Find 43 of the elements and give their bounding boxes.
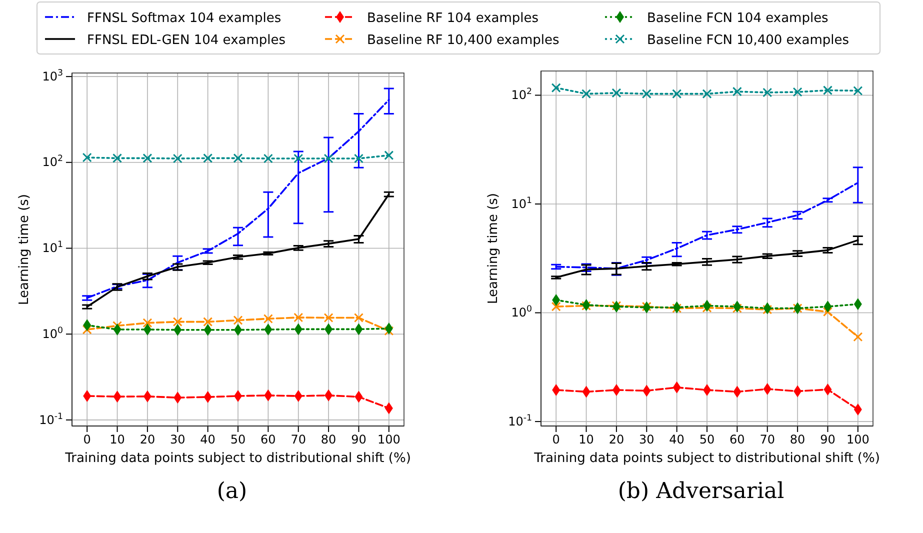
- x-tick-label: 20: [140, 432, 156, 447]
- y-axis-title: Learning time (s): [17, 194, 32, 305]
- x-tick-label: 80: [320, 432, 336, 447]
- x-axis-title: Training data points subject to distributional shift (%): [64, 451, 411, 466]
- y-tick-label: 10$^{-1}$: [39, 412, 63, 427]
- x-tick-label: 0: [552, 432, 560, 447]
- x-tick-label: 30: [638, 432, 654, 447]
- y-tick-label: 10$^{1}$: [42, 240, 63, 256]
- x-tick-label: 10: [110, 432, 125, 447]
- y-tick-label: 10$^{0}$: [511, 304, 532, 320]
- y-tick-label: 10$^{0}$: [42, 326, 63, 341]
- x-tick-label: 40: [200, 432, 216, 447]
- x-tick-label: 100: [846, 432, 870, 447]
- text: (a): [216, 479, 248, 504]
- x-tick-label: 90: [351, 432, 366, 447]
- x-tick-label: 50: [230, 432, 246, 447]
- legend-label: Baseline RF 104 examples: [367, 11, 539, 26]
- x-tick-label: 0: [83, 432, 91, 447]
- text: (b) Adversarial: [618, 479, 784, 504]
- x-tick-label: 20: [608, 432, 624, 447]
- legend-label: FFNSL Softmax 104 examples: [87, 11, 282, 26]
- x-tick-label: 50: [699, 432, 715, 447]
- legend-label: Baseline FCN 104 examples: [647, 11, 829, 26]
- x-tick-label: 40: [669, 432, 684, 447]
- x-tick-label: 60: [260, 432, 276, 447]
- y-tick-label: 10$^{3}$: [42, 68, 63, 84]
- y-tick-label: 10$^{2}$: [511, 87, 532, 102]
- y-axis-title: Learning time (s): [486, 193, 501, 304]
- legend-label: FFNSL EDL-GEN 104 examples: [87, 33, 286, 48]
- x-axis-title: Training data points subject to distributional shift (%): [533, 451, 880, 466]
- legend-label: Baseline RF 10,400 examples: [367, 33, 560, 48]
- x-tick-label: 70: [760, 432, 776, 447]
- x-tick-label: 70: [290, 432, 306, 447]
- x-tick-label: 90: [820, 432, 836, 447]
- x-tick-label: 10: [578, 432, 594, 447]
- y-tick-label: 10$^{2}$: [42, 154, 63, 170]
- x-tick-label: 80: [790, 432, 806, 447]
- legend-label: Baseline FCN 10,400 examples: [647, 33, 850, 48]
- x-tick-label: 60: [730, 432, 745, 447]
- x-tick-label: 100: [377, 432, 400, 447]
- y-tick-label: 10$^{-1}$: [508, 413, 532, 428]
- x-tick-label: 30: [170, 432, 186, 447]
- y-tick-label: 10$^{1}$: [511, 196, 532, 211]
